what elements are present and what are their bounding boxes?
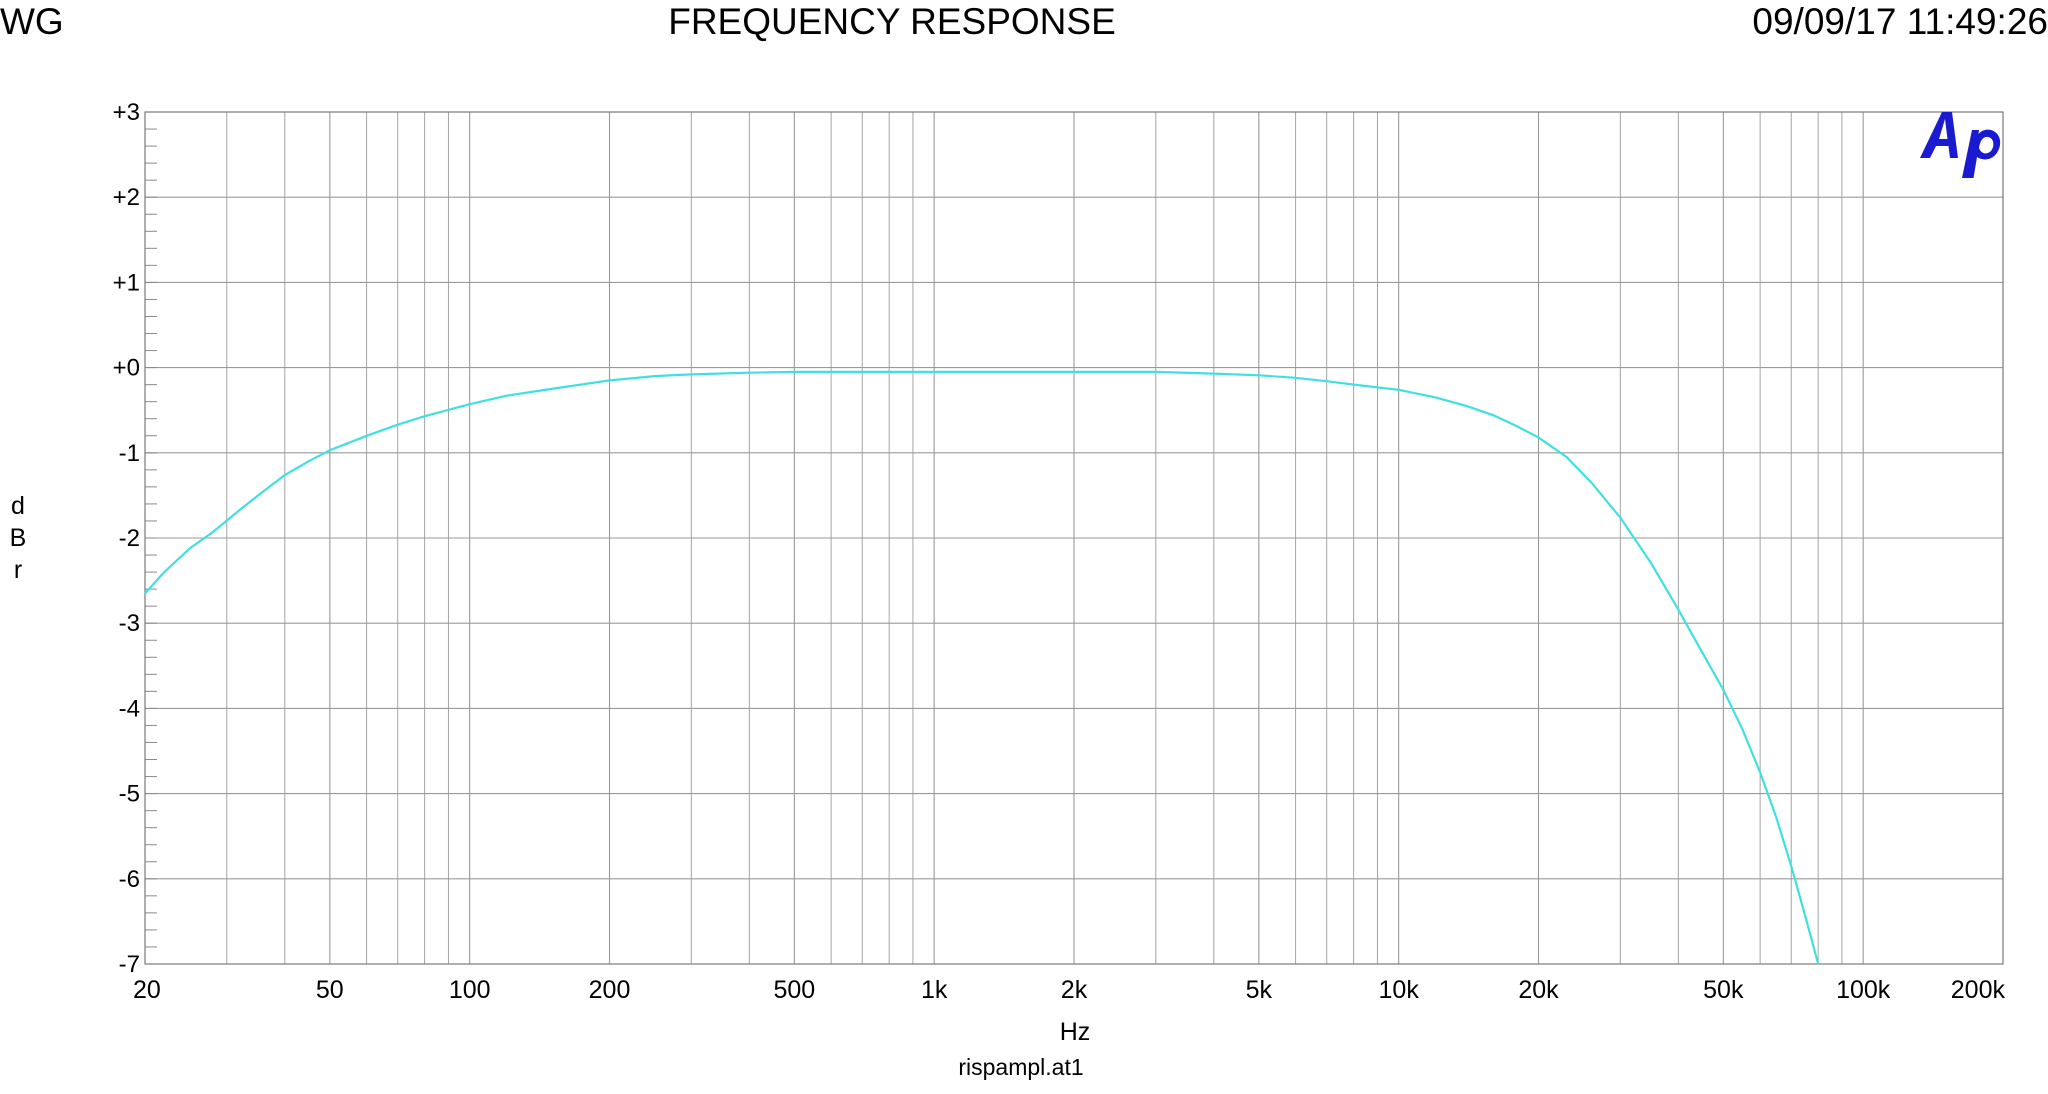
x-tick-label: 100k	[1836, 976, 1891, 1004]
y-tick-label: -3	[119, 610, 140, 637]
x-axis-label: Hz	[1060, 1018, 1091, 1046]
y-tick-label: -4	[119, 695, 140, 722]
x-tick-label: 10k	[1379, 976, 1420, 1004]
y-tick-label: +2	[113, 184, 140, 211]
y-axis-label-letter: B	[9, 524, 27, 552]
x-tick-label: 200	[589, 976, 631, 1004]
x-tick-label: 1k	[921, 976, 948, 1004]
plot-frame	[144, 111, 2004, 965]
y-tick-label: +0	[113, 355, 140, 382]
x-tick-label: 50k	[1703, 976, 1744, 1004]
x-tick-label: 200k	[1951, 976, 2006, 1004]
ap-logo	[1920, 112, 2001, 178]
y-tick-label: -6	[119, 866, 140, 893]
y-tick-label: -7	[119, 951, 140, 978]
x-tick-labels: 20 50 100 200 500 1k 2k 5k 10k 20k 50k 100k 200k	[133, 976, 2005, 1004]
x-tick-label: 100	[449, 976, 491, 1004]
y-axis-label-letter: r	[13, 556, 23, 584]
y-minor-ticks	[145, 111, 157, 965]
instrument-label: WG	[0, 1, 64, 42]
y-tick-label: +1	[113, 269, 140, 296]
x-tick-label: 500	[773, 976, 815, 1004]
y-tick-label: -1	[119, 440, 140, 467]
x-tick-label: 2k	[1061, 976, 1088, 1004]
timestamp: 09/09/17 11:49:26	[1752, 1, 2048, 42]
y-tick-labels: +3 +2 +1 +0 -1 -2 -3 -4 -5 -6 -7	[113, 99, 140, 978]
major-gridlines	[145, 112, 2003, 964]
response-series-line	[144, 370, 1820, 965]
x-tick-label: 20k	[1518, 976, 1559, 1004]
y-axis-label-letter: d	[11, 492, 25, 520]
chart-title: FREQUENCY RESPONSE	[668, 1, 1116, 42]
x-tick-label: 20	[133, 976, 161, 1004]
y-tick-label: -2	[119, 525, 140, 552]
x-tick-label: 5k	[1246, 976, 1273, 1004]
y-tick-label: +3	[113, 99, 140, 126]
x-tick-label: 50	[316, 976, 344, 1004]
file-name: rispampl.at1	[958, 1054, 1083, 1080]
y-tick-label: -5	[119, 781, 140, 808]
y-axis-label: d B r	[4, 490, 32, 586]
